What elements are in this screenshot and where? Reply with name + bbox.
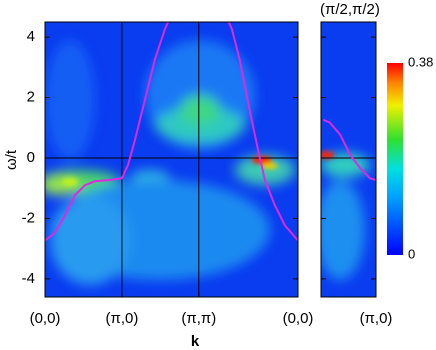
x-tick-label: (π,π): [181, 310, 216, 327]
panel-title: (π/2,π/2): [320, 1, 380, 18]
colorbar: [387, 63, 403, 255]
x-tick-label: (0,0): [283, 310, 314, 327]
x-tick-label: (0,0): [30, 310, 61, 327]
y-tick-label: -4: [22, 270, 35, 287]
spectral-map-side: [321, 22, 376, 297]
plot-frame: [44, 21, 299, 298]
plot-frame: [320, 21, 377, 298]
colorbar-label: 0: [408, 246, 415, 261]
x-tick-label: (π,0): [105, 310, 138, 327]
spectral-map: [45, 22, 298, 297]
y-tick-label: 2: [27, 89, 35, 106]
y-axis-label: ω/t: [3, 149, 20, 170]
x-tick-label: (π,0): [360, 310, 393, 327]
dispersion-line: [322, 118, 376, 182]
dispersion-line: [45, 22, 298, 242]
y-tick-label: -2: [22, 209, 35, 226]
y-tick-label: 4: [27, 28, 35, 45]
x-axis-label: k: [191, 333, 200, 350]
colorbar-label: 0.38: [408, 54, 433, 69]
y-tick-label: 0: [27, 149, 35, 166]
